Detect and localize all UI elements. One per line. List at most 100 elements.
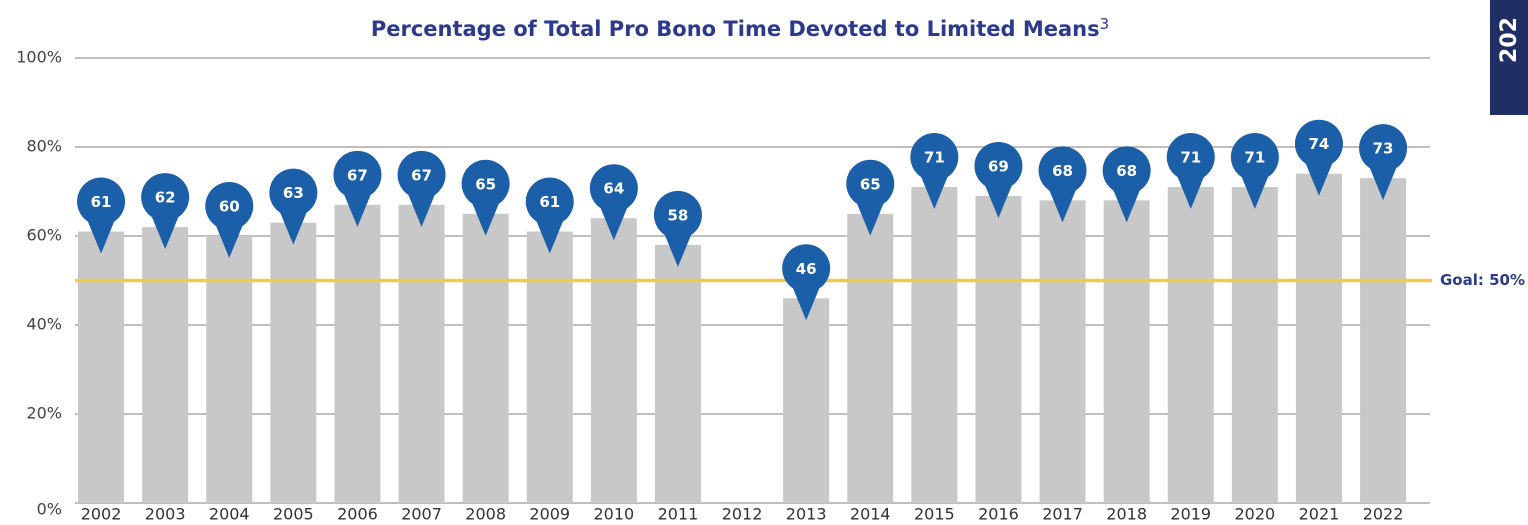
- data-label: 60: [219, 198, 240, 216]
- data-label: 67: [347, 166, 368, 184]
- data-label: 58: [668, 206, 689, 224]
- data-label: 71: [924, 149, 945, 167]
- x-tick-label: 2017: [1042, 505, 1083, 524]
- pin: [856, 201, 885, 236]
- bar: [1103, 200, 1150, 503]
- y-tick-label: 20%: [26, 404, 62, 423]
- x-tick-label: 2015: [914, 505, 955, 524]
- chart-title: Percentage of Total Pro Bono Time Devote…: [371, 15, 1109, 42]
- bar: [590, 218, 637, 503]
- bar: [1231, 187, 1278, 504]
- y-tick-label: 60%: [26, 226, 62, 245]
- pin: [471, 201, 500, 236]
- pin-head: [782, 244, 831, 293]
- pin-head: [141, 173, 190, 222]
- pin-head: [269, 168, 318, 217]
- pin-head: [1166, 133, 1215, 182]
- data-label: 61: [539, 193, 560, 211]
- pin: [1048, 188, 1077, 223]
- bar: [975, 195, 1022, 503]
- pin: [920, 175, 949, 210]
- data-label: 61: [91, 193, 112, 211]
- pin: [1176, 175, 1205, 210]
- pin: [343, 192, 372, 227]
- data-label: 71: [1180, 149, 1201, 167]
- x-tick-label: 2014: [850, 505, 891, 524]
- pin-head: [1359, 124, 1408, 173]
- pin: [1369, 166, 1398, 201]
- x-tick-label: 2013: [786, 505, 827, 524]
- pin-head: [910, 133, 959, 182]
- x-tick-label: 2005: [273, 505, 314, 524]
- data-label: 62: [155, 189, 176, 207]
- x-tick-label: 2010: [593, 505, 634, 524]
- pin-head: [461, 159, 510, 208]
- x-tick-label: 2003: [145, 505, 186, 524]
- pin: [1304, 161, 1333, 196]
- title-text: Percentage of Total Pro Bono Time Devote…: [371, 17, 1100, 41]
- bar: [1295, 173, 1342, 503]
- pin-head: [333, 150, 382, 199]
- y-tick-label: 80%: [26, 137, 62, 156]
- data-label: 68: [1116, 162, 1137, 180]
- x-tick-label: 2020: [1234, 505, 1275, 524]
- bar: [654, 244, 701, 503]
- data-label: 74: [1309, 135, 1330, 153]
- pin-head: [205, 182, 254, 230]
- pin-head: [1038, 146, 1087, 195]
- side-tab: [1490, 0, 1528, 115]
- data-label: 64: [603, 180, 624, 198]
- bar: [78, 231, 125, 504]
- pin: [984, 183, 1013, 218]
- data-label: 68: [1052, 162, 1073, 180]
- pin: [1240, 175, 1269, 210]
- data-label: 67: [411, 166, 432, 184]
- pin: [215, 224, 244, 258]
- data-label: 69: [988, 157, 1009, 175]
- pin: [1112, 188, 1141, 223]
- pin-head: [397, 150, 446, 199]
- pin-head: [77, 177, 126, 226]
- data-label: 65: [475, 175, 496, 193]
- pin-head: [1294, 119, 1343, 168]
- pin-head: [653, 190, 702, 239]
- pin: [792, 286, 821, 321]
- bar: [142, 227, 189, 503]
- data-label: 65: [860, 175, 881, 193]
- x-tick-label: 2004: [209, 505, 250, 524]
- bar: [270, 222, 317, 503]
- pin: [599, 206, 628, 241]
- pin-head: [846, 159, 895, 208]
- x-tick-label: 2022: [1363, 505, 1404, 524]
- bar: [526, 231, 573, 504]
- x-tick-label: 2011: [658, 505, 699, 524]
- pin: [407, 192, 436, 227]
- title-superscript: 3: [1100, 15, 1110, 33]
- x-tick-label: 2008: [465, 505, 506, 524]
- bar: [334, 204, 381, 503]
- x-tick-label: 2002: [81, 505, 122, 524]
- y-tick-label: 100%: [16, 48, 62, 67]
- pin: [151, 215, 180, 250]
- x-tick-label: 2012: [722, 505, 763, 524]
- pin: [663, 232, 692, 267]
- bar: [1039, 200, 1086, 503]
- bar: [783, 298, 830, 503]
- bar: [1360, 178, 1407, 503]
- pin: [87, 219, 116, 254]
- x-tick-label: 2009: [529, 505, 570, 524]
- x-tick-label: 2021: [1299, 505, 1340, 524]
- x-tick-label: 2016: [978, 505, 1019, 524]
- x-tick-label: 2006: [337, 505, 378, 524]
- data-label: 63: [283, 184, 304, 202]
- pin: [279, 210, 308, 245]
- data-label: 46: [796, 260, 817, 278]
- bar: [847, 213, 894, 503]
- bar: [462, 213, 509, 503]
- goal-label: Goal: 50%: [1440, 271, 1525, 289]
- y-tick-label: 0%: [37, 500, 62, 519]
- bar: [398, 204, 445, 503]
- pin-head: [1230, 133, 1279, 182]
- bar: [1167, 187, 1214, 504]
